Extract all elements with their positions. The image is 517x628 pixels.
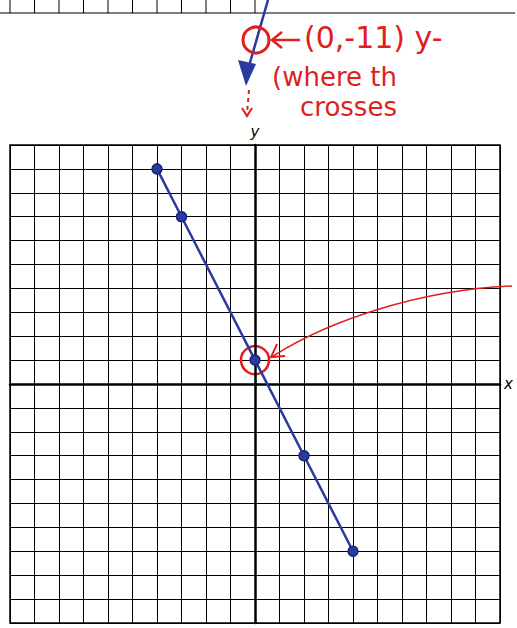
svg-text:crosses: crosses (300, 92, 397, 122)
svg-text:x: x (503, 375, 513, 393)
svg-text:(0,-11) y-: (0,-11) y- (304, 20, 443, 55)
svg-text:(where th: (where th (272, 62, 397, 92)
svg-text:y: y (250, 123, 261, 141)
